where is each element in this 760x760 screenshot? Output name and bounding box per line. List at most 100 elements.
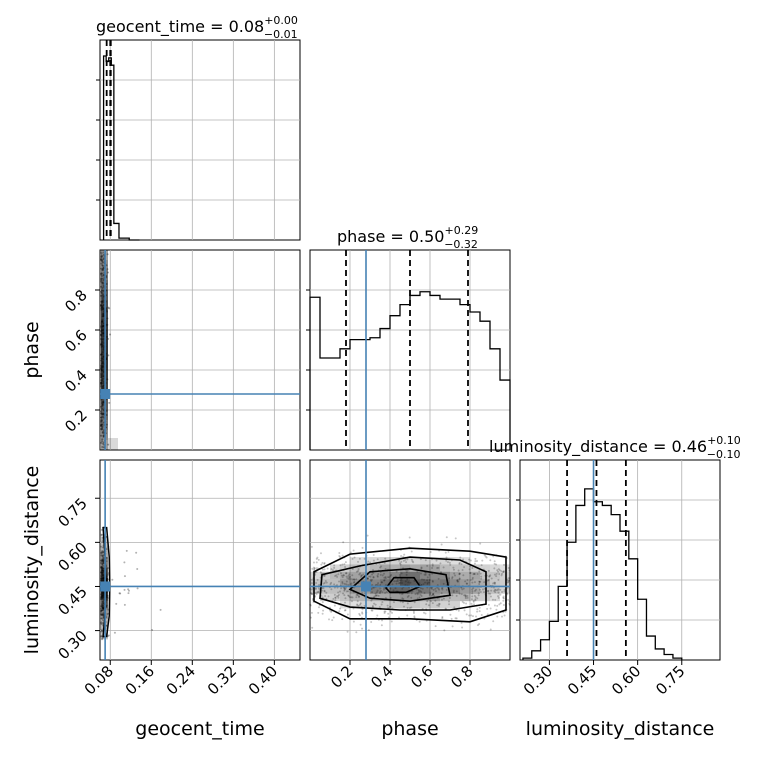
sample-point (486, 590, 489, 593)
sample-point (325, 591, 328, 594)
sample-point (100, 561, 103, 564)
sample-point (423, 573, 426, 576)
sample-point (478, 580, 481, 583)
sample-point (101, 622, 104, 625)
sample-point (412, 561, 415, 564)
density-cell (420, 601, 430, 609)
x-tick-label: 0.75 (652, 662, 688, 698)
sample-point (100, 554, 103, 557)
sample-point (119, 592, 122, 595)
sample-point (496, 569, 499, 572)
sample-point (349, 577, 352, 580)
density-cell (410, 564, 420, 572)
sample-point (508, 579, 511, 582)
y-ticks (96, 79, 100, 201)
sample-point (436, 566, 439, 569)
sample-point (102, 550, 105, 553)
sample-point (448, 561, 451, 564)
sample-point (333, 564, 336, 567)
density-cell (350, 601, 360, 609)
sample-point (100, 256, 103, 259)
density-cell (370, 601, 380, 609)
density-cell (370, 564, 380, 572)
density-cell (380, 579, 390, 587)
sample-point (361, 608, 364, 611)
sample-point (102, 609, 105, 612)
sample-point (445, 556, 448, 559)
sample-point (458, 562, 461, 565)
sample-point (468, 614, 471, 617)
sample-point (106, 613, 109, 616)
density-cell (400, 571, 410, 580)
density-cell (470, 571, 480, 580)
density-cell (320, 593, 330, 602)
sample-point (317, 583, 320, 586)
sample-point (339, 564, 342, 567)
sample-point (341, 618, 344, 621)
sample-point (478, 581, 481, 584)
histogram-luminosity-distance (522, 488, 683, 660)
sample-point (316, 578, 319, 581)
sample-point (486, 579, 489, 582)
density-cell (440, 601, 450, 609)
sample-point (387, 616, 390, 619)
sample-point (425, 603, 428, 606)
density-cell (500, 564, 510, 572)
sample-point (408, 536, 411, 539)
density-cell (450, 571, 460, 580)
x-tick-label: 0.2 (327, 662, 357, 692)
sample-point (395, 570, 398, 573)
sample-point (359, 623, 362, 626)
sample-point (353, 556, 356, 559)
sample-point (381, 591, 384, 594)
sample-point (326, 567, 329, 570)
sample-point (497, 578, 500, 581)
sample-point (466, 579, 469, 582)
sample-point (471, 581, 474, 584)
sample-point (362, 573, 365, 576)
sample-point (471, 592, 474, 595)
sample-point (343, 609, 346, 612)
sample-point (371, 609, 374, 612)
sample-point (408, 607, 411, 610)
density-cell (330, 564, 340, 572)
sample-point (323, 574, 326, 577)
sample-point (434, 587, 437, 590)
sample-point (473, 603, 476, 606)
sample-point (323, 590, 326, 593)
sample-point (100, 609, 103, 612)
density-cell (490, 564, 500, 572)
density-cell (430, 601, 440, 609)
sample-point (438, 588, 441, 591)
sample-point (323, 589, 326, 592)
sample-point (381, 574, 384, 577)
sample-point (102, 560, 105, 563)
sample-point (355, 570, 358, 573)
density-cell (430, 579, 440, 587)
density-cell (430, 557, 440, 565)
sample-point (102, 561, 105, 564)
sample-point (316, 556, 319, 559)
density-cell (500, 571, 510, 580)
sample-point (498, 569, 501, 572)
sample-point (353, 578, 356, 581)
sample-point (471, 615, 474, 618)
density-cell (430, 586, 440, 594)
sample-point (458, 592, 461, 595)
sample-point (107, 634, 110, 637)
sample-point (471, 576, 474, 579)
sample-point (100, 612, 103, 615)
density-cell (360, 564, 370, 572)
y-tick-label: 0.30 (54, 627, 90, 663)
sample-point (490, 577, 493, 580)
panel-hist-geocent-time: geocent_time = 0.08+0.00 −0.01 (96, 14, 301, 241)
sample-point (476, 608, 479, 611)
density-cell (490, 586, 500, 594)
sample-point (390, 620, 393, 623)
sample-point (102, 430, 105, 433)
x-tick-label: 0.40 (245, 662, 281, 698)
sample-point (480, 577, 483, 580)
density-cell (460, 593, 470, 602)
sample-point (101, 431, 104, 434)
sample-point (310, 582, 313, 585)
